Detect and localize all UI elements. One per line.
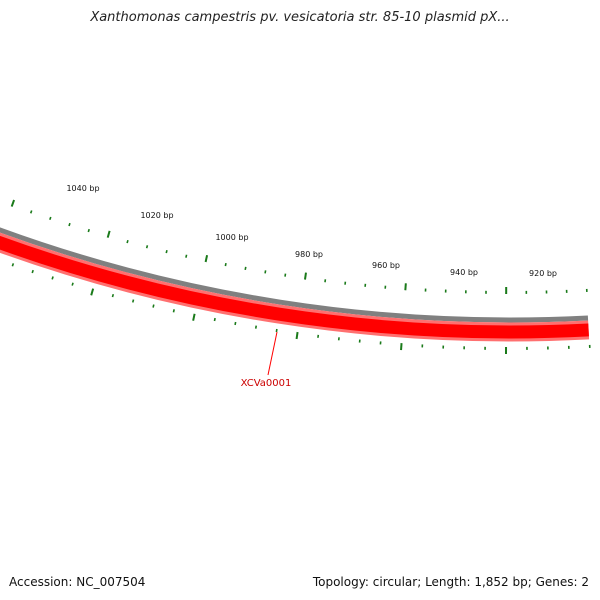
accession-text: Accession: NC_007504	[9, 575, 146, 589]
gene-XCVa0001-feature[interactable]	[0, 0, 589, 339]
tick-label-group: 1040 bp 1020 bp 1000 bp 980 bp 960 bp 940 bp 9…	[66, 184, 557, 278]
tick-label: 1000 bp	[215, 233, 248, 242]
gene-label-XCVa0001[interactable]: XCVa0001	[241, 378, 292, 389]
major-tick	[192, 313, 196, 321]
gene-label-leader	[267, 331, 278, 376]
minor-tick	[172, 309, 175, 313]
major-tick	[90, 288, 95, 296]
minor-tick	[11, 263, 15, 267]
minor-tick	[254, 325, 258, 329]
tick-label: 920 bp	[529, 269, 557, 278]
minor-tick	[126, 239, 129, 244]
minor-tick	[213, 317, 216, 322]
major-tick	[303, 272, 307, 280]
tick-label: 960 bp	[372, 261, 400, 270]
minor-tick	[68, 222, 71, 227]
minor-tick	[87, 228, 90, 233]
minor-tick	[131, 299, 135, 303]
minor-tick	[185, 254, 188, 258]
major-tick	[295, 331, 299, 340]
minor-tick	[152, 304, 155, 308]
genome-summary-text: Topology: circular; Length: 1,852 bp; Ge…	[312, 575, 589, 589]
major-tick	[106, 230, 111, 238]
backbone-track	[0, 227, 589, 323]
tick-label: 1020 bp	[140, 211, 173, 220]
major-tick	[10, 199, 16, 207]
minor-tick	[264, 270, 267, 274]
minor-tick	[71, 282, 74, 286]
tick-label: 980 bp	[295, 250, 323, 259]
minor-tick	[234, 321, 237, 326]
minor-tick	[49, 216, 52, 221]
minor-tick	[29, 210, 33, 214]
gene-track-outline	[0, 232, 590, 342]
minor-tick	[31, 269, 34, 274]
minor-tick	[224, 262, 227, 267]
minor-tick	[244, 266, 247, 271]
minor-tick	[51, 276, 54, 280]
minor-tick	[145, 245, 149, 249]
tick-track	[10, 199, 591, 354]
tick-label: 1040 bp	[66, 184, 99, 193]
major-tick	[400, 343, 403, 351]
tick-label: 940 bp	[450, 268, 478, 277]
minor-tick	[165, 249, 168, 254]
minor-tick	[111, 294, 115, 298]
major-tick	[204, 254, 209, 263]
map-title: Xanthomonas campestris pv. vesicatoria s…	[90, 10, 510, 25]
major-tick	[404, 283, 407, 291]
track-group	[0, 0, 590, 342]
